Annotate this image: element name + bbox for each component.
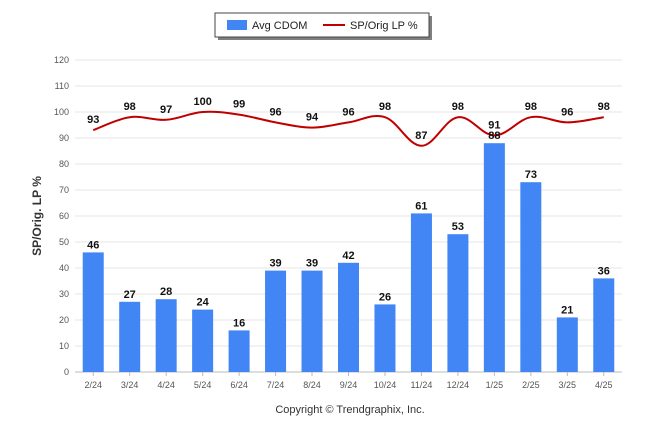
bar-data-label: 28 bbox=[160, 286, 172, 298]
bar bbox=[338, 262, 359, 372]
bar bbox=[228, 330, 250, 372]
y-tick-label: 20 bbox=[59, 315, 69, 325]
x-tick-label: 3/25 bbox=[559, 380, 577, 390]
legend-label-line: SP/Orig LP % bbox=[350, 20, 418, 32]
bar bbox=[520, 182, 542, 372]
bar-data-label: 27 bbox=[124, 289, 136, 301]
x-tick-label: 6/24 bbox=[230, 380, 248, 390]
bar-data-label: 53 bbox=[452, 221, 464, 233]
y-tick-label: 50 bbox=[59, 237, 69, 247]
bar bbox=[119, 301, 141, 372]
line-data-label: 99 bbox=[233, 99, 245, 111]
x-tick-label: 1/25 bbox=[486, 380, 504, 390]
line-data-label: 98 bbox=[124, 101, 136, 113]
line-data-label: 98 bbox=[379, 101, 391, 113]
bar bbox=[374, 304, 396, 372]
bar bbox=[155, 299, 177, 372]
legend-swatch-bar bbox=[227, 20, 247, 30]
bar bbox=[593, 278, 615, 372]
bar bbox=[265, 270, 287, 372]
line-data-label: 98 bbox=[598, 101, 610, 113]
line-data-label: 97 bbox=[160, 104, 172, 116]
bar bbox=[82, 252, 104, 372]
y-tick-label: 30 bbox=[59, 289, 69, 299]
y-tick-label: 80 bbox=[59, 159, 69, 169]
y-tick-label: 0 bbox=[64, 367, 69, 377]
line-data-label: 93 bbox=[87, 114, 99, 126]
bar bbox=[192, 309, 214, 372]
y-tick-label: 70 bbox=[59, 185, 69, 195]
y-tick-label: 60 bbox=[59, 211, 69, 221]
bar-data-label: 42 bbox=[342, 250, 354, 262]
y-tick-label: 90 bbox=[59, 133, 69, 143]
y-tick-label: 10 bbox=[59, 341, 69, 351]
x-tick-label: 9/24 bbox=[340, 380, 358, 390]
bar bbox=[447, 234, 469, 372]
bar-data-label: 24 bbox=[197, 297, 210, 309]
line-data-label: 96 bbox=[342, 106, 354, 118]
bar-data-label: 36 bbox=[598, 265, 610, 277]
x-tick-label: 3/24 bbox=[121, 380, 139, 390]
bar-data-label: 73 bbox=[525, 169, 537, 181]
y-tick-label: 40 bbox=[59, 263, 69, 273]
line-data-label: 96 bbox=[269, 106, 281, 118]
x-tick-label: 8/24 bbox=[303, 380, 321, 390]
line-data-label: 96 bbox=[561, 106, 573, 118]
legend-label-bar: Avg CDOM bbox=[252, 20, 307, 32]
bar-data-label: 39 bbox=[269, 258, 281, 270]
line-data-label: 87 bbox=[415, 130, 427, 142]
bar bbox=[483, 143, 505, 372]
bar bbox=[301, 270, 323, 372]
bar bbox=[410, 213, 432, 372]
x-tick-label: 4/24 bbox=[157, 380, 175, 390]
line-data-label: 94 bbox=[306, 112, 319, 124]
y-axis-title: SP/Orig. LP % bbox=[30, 176, 44, 256]
line-data-label: 98 bbox=[525, 101, 537, 113]
y-tick-label: 110 bbox=[55, 81, 69, 91]
line-data-label: 98 bbox=[452, 101, 464, 113]
x-tick-label: 2/25 bbox=[522, 380, 540, 390]
x-tick-label: 5/24 bbox=[194, 380, 212, 390]
x-tick-label: 7/24 bbox=[267, 380, 285, 390]
x-tick-label: 10/24 bbox=[374, 380, 397, 390]
bar-data-label: 39 bbox=[306, 258, 318, 270]
series-line bbox=[92, 110, 604, 147]
bar-data-label: 61 bbox=[415, 200, 427, 212]
bar-data-label: 46 bbox=[87, 239, 99, 251]
y-tick-label: 100 bbox=[54, 107, 69, 117]
bar-data-label: 21 bbox=[561, 304, 573, 316]
x-tick-label: 2/24 bbox=[84, 380, 102, 390]
bar bbox=[556, 317, 578, 372]
line-data-label: 91 bbox=[488, 119, 500, 131]
x-tick-label: 11/24 bbox=[411, 380, 433, 390]
x-tick-label: 4/25 bbox=[595, 380, 613, 390]
credit-text: Copyright © Trendgraphix, Inc. bbox=[275, 404, 424, 416]
x-tick-label: 12/24 bbox=[447, 380, 470, 390]
y-tick-label: 120 bbox=[54, 55, 69, 65]
line-data-label: 100 bbox=[193, 96, 211, 108]
bar-data-label: 88 bbox=[488, 130, 500, 142]
legend bbox=[214, 12, 430, 38]
bar-data-label: 26 bbox=[379, 291, 391, 303]
bar-data-label: 16 bbox=[233, 317, 245, 329]
